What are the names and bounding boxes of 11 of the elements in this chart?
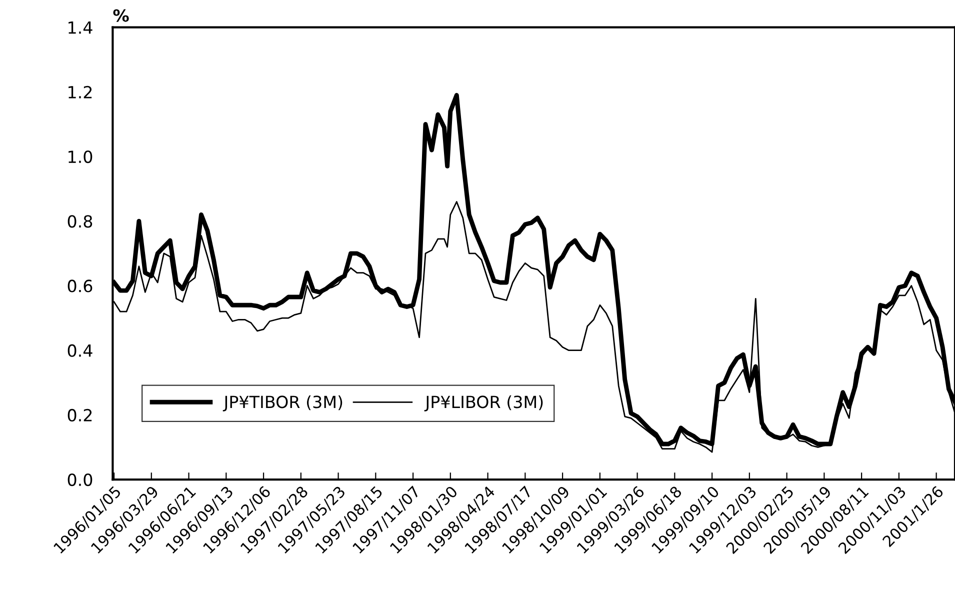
y-tick-label: 0.4 [68, 344, 92, 357]
y-tick-label: 0.2 [68, 408, 92, 422]
legend-label: JP¥TIBOR (3M) [222, 395, 342, 412]
y-tick-label: 1.4 [68, 21, 92, 34]
y-tick-label: 0.8 [68, 215, 92, 228]
y-tick-label: 0.0 [68, 473, 92, 486]
y-tick-label: 1.2 [68, 86, 92, 98]
legend-label: JP¥LIBOR (3M) [424, 395, 543, 412]
y-tick-label: 0.6 [68, 280, 92, 292]
y-tick-label: 1.0 [68, 150, 92, 164]
y-axis-title: % [113, 9, 129, 22]
